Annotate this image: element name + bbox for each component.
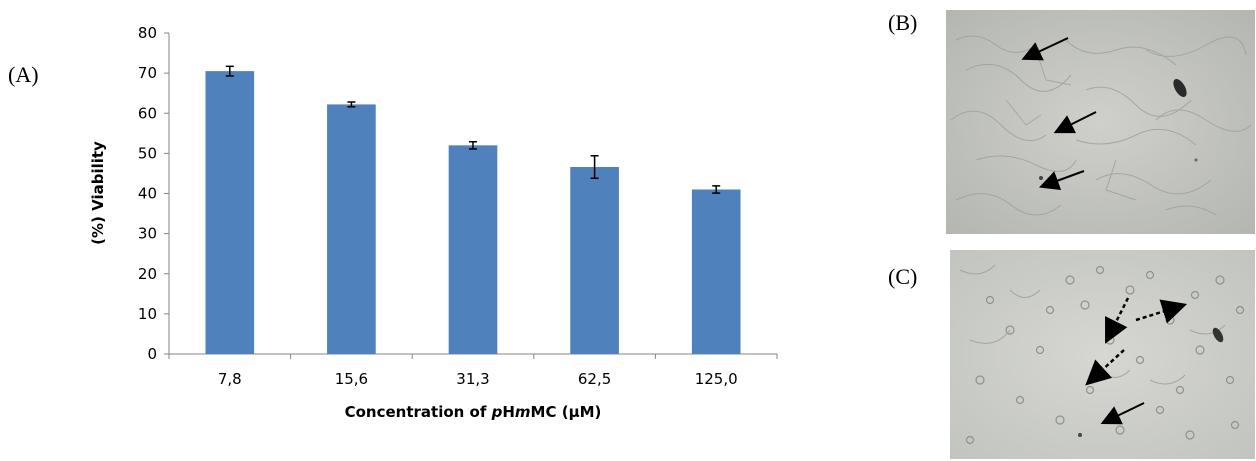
y-tick-label: 10: [138, 305, 157, 323]
y-tick-label: 30: [138, 225, 157, 243]
y-tick-label: 40: [138, 185, 157, 203]
y-tick-labels: 0 10 20 30 40 50 60 70 80: [138, 24, 157, 363]
y-tick-label: 50: [138, 144, 157, 162]
chart-error-bars: [225, 65, 721, 194]
microscopy-image-c: [950, 250, 1255, 459]
x-axis-label: Concentration of pHmMC (μM): [345, 403, 602, 421]
x-tick-label: 31,3: [456, 370, 489, 388]
panel-label-b: (B): [888, 10, 918, 35]
chart-bars: [205, 71, 741, 355]
microscopy-image-b: [946, 10, 1255, 234]
bar: [205, 71, 255, 355]
bar: [691, 189, 741, 354]
y-tick-label: 20: [138, 265, 157, 283]
bar: [327, 104, 376, 354]
bar-chart: 0 10 20 30 40 50 60 70 80 7,8 15,6 31,3 62,5 125,0 (…: [89, 24, 778, 421]
y-tick-label: 0: [147, 345, 157, 363]
bar: [570, 167, 619, 354]
x-tick-label: 7,8: [218, 370, 242, 388]
y-tick-label: 60: [138, 104, 157, 122]
x-tick-label: 62,5: [578, 370, 611, 388]
panel-label-c: (C): [888, 264, 918, 289]
y-axis-label: (%) Viability: [89, 141, 107, 245]
x-tick-labels: 7,8 15,6 31,3 62,5 125,0: [218, 370, 738, 388]
x-tick-label: 125,0: [695, 370, 738, 388]
panel-label-a: (A): [8, 62, 39, 87]
bar: [448, 145, 498, 354]
y-tick-label: 70: [138, 64, 157, 82]
x-tick-label: 15,6: [335, 370, 368, 388]
y-tick-label: 80: [138, 24, 157, 42]
